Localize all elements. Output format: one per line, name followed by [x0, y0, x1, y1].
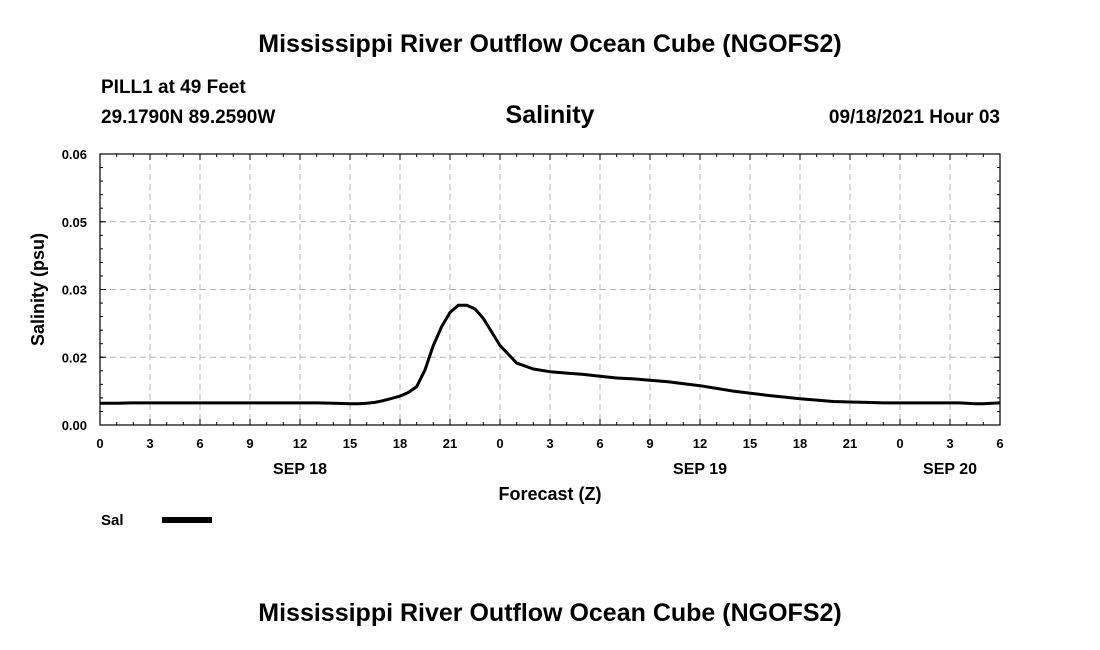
legend-label: Sal	[101, 512, 124, 529]
date-label: SEP 19	[673, 461, 727, 478]
x-tick-label: 15	[743, 436, 757, 451]
y-tick-label: 0.06	[62, 147, 87, 162]
y-tick-label: 0.05	[62, 215, 87, 230]
axes	[99, 153, 1001, 426]
x-tick-label: 12	[293, 436, 307, 451]
coordinates-label: 29.1790N 89.2590W	[101, 107, 276, 128]
date-label: SEP 18	[273, 461, 327, 478]
x-tick-label: 6	[996, 436, 1003, 451]
y-axis-title: Salinity (psu)	[28, 233, 48, 346]
footer-title: Mississippi River Outflow Ocean Cube (NG…	[258, 599, 842, 627]
datetime-label: 09/18/2021 Hour 03	[828, 107, 1000, 128]
station-label: PILL1 at 49 Feet	[101, 77, 246, 98]
x-tick-label: 9	[646, 436, 653, 451]
x-tick-label: 0	[496, 436, 503, 451]
y-tick-label: 0.00	[62, 418, 87, 433]
x-tick-label: 18	[793, 436, 807, 451]
variable-label: Salinity	[505, 101, 595, 129]
series-line-sal	[100, 303, 1000, 406]
y-tick-label: 0.02	[62, 350, 87, 365]
x-tick-label: 3	[946, 436, 953, 451]
x-tick-label: 21	[443, 436, 457, 451]
x-tick-label: 0	[896, 436, 903, 451]
x-tick-label: 18	[393, 436, 407, 451]
date-label: SEP 20	[923, 461, 977, 478]
grid-lines	[100, 154, 1000, 425]
y-tick-label: 0.03	[62, 283, 87, 298]
chart-title: Mississippi River Outflow Ocean Cube (NG…	[258, 30, 842, 58]
x-tick-label: 0	[96, 436, 103, 451]
plot-frame	[99, 153, 1001, 426]
x-tick-label: 21	[843, 436, 857, 451]
x-axis-title: Forecast (Z)	[498, 484, 601, 504]
x-tick-label: 6	[596, 436, 603, 451]
x-tick-label: 12	[693, 436, 707, 451]
x-tick-label: 9	[246, 436, 253, 451]
legend: Sal	[101, 512, 212, 529]
x-tick-label: 6	[196, 436, 203, 451]
series-layer	[100, 303, 1000, 406]
x-tick-label: 3	[146, 436, 153, 451]
x-tick-label: 3	[546, 436, 553, 451]
axis-labels: Forecast (Z) Salinity (psu) 0 3 6 9 12 15 18 21…	[28, 147, 1004, 504]
x-tick-label: 15	[343, 436, 357, 451]
